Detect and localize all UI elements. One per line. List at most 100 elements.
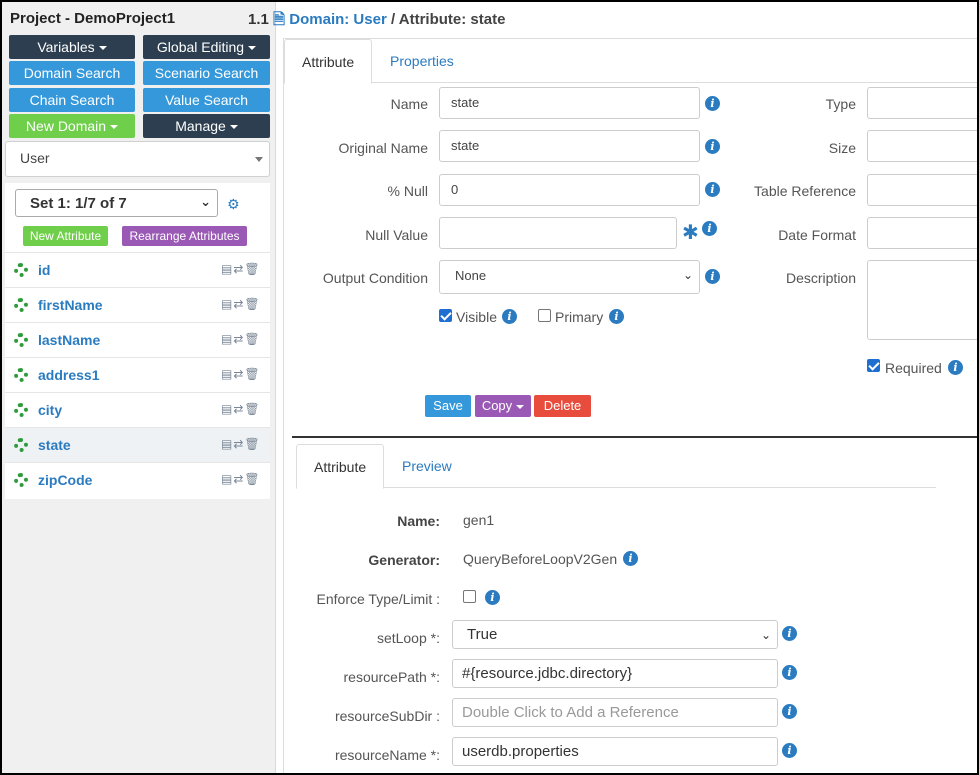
row-actions-icons[interactable]: ▤⇄🗑 bbox=[221, 332, 261, 346]
description-textarea[interactable] bbox=[867, 260, 979, 340]
save-button[interactable]: Save bbox=[425, 395, 471, 417]
variables-button[interactable]: Variables bbox=[9, 35, 135, 59]
attribute-name[interactable]: zipCode bbox=[38, 472, 93, 488]
attribute-row-state[interactable]: state ▤⇄🗑 bbox=[5, 427, 270, 462]
new-domain-button[interactable]: New Domain bbox=[9, 114, 135, 138]
left-panel: Project - DemoProject1 Variables Global … bbox=[2, 2, 276, 773]
info-icon[interactable]: i bbox=[705, 139, 720, 154]
info-icon[interactable]: i bbox=[948, 360, 963, 375]
output-condition-value: None bbox=[455, 268, 487, 283]
info-icon[interactable]: i bbox=[782, 743, 797, 758]
type-label: Type bbox=[825, 96, 856, 112]
output-condition-select[interactable]: None ⌄ bbox=[439, 260, 700, 294]
chain-search-button[interactable]: Chain Search bbox=[9, 88, 135, 112]
row-actions-icons[interactable]: ▤⇄🗑 bbox=[221, 297, 261, 311]
chevron-down-icon: ⌄ bbox=[200, 194, 211, 209]
visible-label: Visible bbox=[456, 309, 497, 325]
primary-checkbox[interactable] bbox=[538, 309, 551, 322]
generator-name-value: gen1 bbox=[463, 512, 495, 528]
global-editing-button[interactable]: Global Editing bbox=[143, 35, 270, 59]
variables-label: Variables bbox=[37, 39, 95, 55]
info-icon[interactable]: i bbox=[782, 704, 797, 719]
domain-search-button[interactable]: Domain Search bbox=[9, 61, 135, 85]
resource-path-label: resourcePath *: bbox=[343, 669, 441, 685]
tab-properties[interactable]: Properties bbox=[390, 53, 454, 69]
info-icon[interactable]: i bbox=[702, 221, 717, 236]
enforce-type-checkbox[interactable] bbox=[463, 590, 476, 603]
attribute-name[interactable]: city bbox=[38, 402, 63, 418]
row-actions-icons[interactable]: ▤⇄🗑 bbox=[221, 472, 261, 486]
row-actions-icons[interactable]: ▤⇄🗑 bbox=[221, 402, 261, 416]
breadcrumb-domain-link[interactable]: Domain: User bbox=[289, 11, 387, 28]
row-actions-icons[interactable]: ▤⇄🗑 bbox=[221, 367, 261, 381]
lifebuoy-icon bbox=[14, 333, 28, 347]
info-icon[interactable]: i bbox=[782, 626, 797, 641]
setloop-select[interactable]: True ⌄ bbox=[452, 620, 778, 649]
visible-checkbox[interactable] bbox=[439, 309, 452, 322]
row-actions-icons[interactable]: ▤⇄🗑 bbox=[221, 437, 261, 451]
attribute-row-lastname[interactable]: lastName ▤⇄🗑 bbox=[5, 322, 270, 357]
lifebuoy-icon bbox=[14, 438, 28, 452]
copy-label: Copy bbox=[481, 398, 513, 413]
section-divider bbox=[292, 436, 978, 438]
delete-button[interactable]: Delete bbox=[534, 395, 591, 417]
attribute-row-address1[interactable]: address1 ▤⇄🗑 bbox=[5, 357, 270, 392]
date-format-input[interactable] bbox=[867, 217, 979, 249]
attribute-set-value: Set 1: 1/7 of 7 bbox=[30, 195, 127, 212]
new-attribute-button[interactable]: New Attribute bbox=[23, 226, 108, 246]
attribute-tabbar: Attribute Properties bbox=[284, 39, 978, 84]
attribute-name[interactable]: firstName bbox=[38, 297, 103, 313]
resource-name-input[interactable]: userdb.properties bbox=[452, 737, 778, 766]
attribute-row-id[interactable]: id ▤⇄🗑 bbox=[5, 252, 270, 287]
lifebuoy-icon bbox=[14, 263, 28, 277]
scenario-search-button[interactable]: Scenario Search bbox=[143, 61, 270, 85]
type-input[interactable] bbox=[867, 87, 979, 119]
tab-preview[interactable]: Preview bbox=[402, 458, 452, 474]
name-label: Name bbox=[390, 96, 428, 112]
attribute-row-firstname[interactable]: firstName ▤⇄🗑 bbox=[5, 287, 270, 322]
attribute-set-select[interactable]: Set 1: 1/7 of 7 ⌄ bbox=[15, 189, 218, 217]
attribute-row-city[interactable]: city ▤⇄🗑 bbox=[5, 392, 270, 427]
attribute-name[interactable]: lastName bbox=[38, 332, 101, 348]
required-checkbox[interactable] bbox=[867, 359, 880, 372]
breadcrumb-separator: / bbox=[386, 11, 399, 28]
attribute-name[interactable]: address1 bbox=[38, 367, 100, 383]
null-value-input[interactable] bbox=[439, 217, 677, 249]
setloop-label: setLoop *: bbox=[376, 630, 440, 646]
attribute-name[interactable]: state bbox=[38, 437, 71, 453]
info-icon[interactable]: i bbox=[609, 309, 624, 324]
copy-button[interactable]: Copy bbox=[475, 395, 531, 417]
domain-select[interactable]: User bbox=[5, 141, 270, 177]
info-icon[interactable]: i bbox=[705, 182, 720, 197]
original-name-input[interactable]: state bbox=[439, 130, 700, 162]
attribute-row-zipcode[interactable]: zipCode ▤⇄🗑 bbox=[5, 462, 270, 497]
null-percent-input[interactable]: 0 bbox=[439, 174, 700, 206]
manage-button[interactable]: Manage bbox=[143, 114, 270, 138]
asterisk-icon: ✱ bbox=[682, 222, 699, 244]
lifebuoy-icon bbox=[14, 473, 28, 487]
attribute-list: id ▤⇄🗑 firstName ▤⇄🗑 lastName ▤⇄🗑 addres… bbox=[5, 252, 270, 497]
table-reference-input[interactable] bbox=[867, 174, 979, 206]
info-icon[interactable]: i bbox=[502, 309, 517, 324]
info-icon[interactable]: i bbox=[485, 590, 500, 605]
info-icon[interactable]: i bbox=[782, 665, 797, 680]
tab-generator-attribute[interactable]: Attribute bbox=[296, 444, 385, 489]
project-title: Project - DemoProject1 bbox=[10, 10, 176, 27]
value-search-button[interactable]: Value Search bbox=[143, 88, 270, 112]
attribute-name[interactable]: id bbox=[38, 262, 51, 278]
info-icon[interactable]: i bbox=[705, 96, 720, 111]
resource-subdir-input[interactable]: Double Click to Add a Reference bbox=[452, 698, 778, 727]
info-icon[interactable]: i bbox=[705, 269, 720, 284]
size-input[interactable] bbox=[867, 130, 979, 162]
gears-icon[interactable]: ⚙ bbox=[227, 196, 240, 212]
rearrange-attributes-button[interactable]: Rearrange Attributes bbox=[122, 226, 247, 246]
resource-name-label: resourceName *: bbox=[334, 747, 440, 763]
tab-attribute[interactable]: Attribute bbox=[284, 39, 373, 84]
name-input[interactable]: state bbox=[439, 87, 700, 119]
resource-path-input[interactable]: #{resource.jdbc.directory} bbox=[452, 659, 778, 688]
generator-name-label: Name: bbox=[397, 513, 440, 529]
generator-tabbar: Attribute Preview bbox=[296, 444, 936, 489]
version-label: 1.1 bbox=[248, 11, 269, 28]
info-icon[interactable]: i bbox=[623, 551, 638, 566]
row-actions-icons[interactable]: ▤⇄🗑 bbox=[221, 262, 261, 276]
